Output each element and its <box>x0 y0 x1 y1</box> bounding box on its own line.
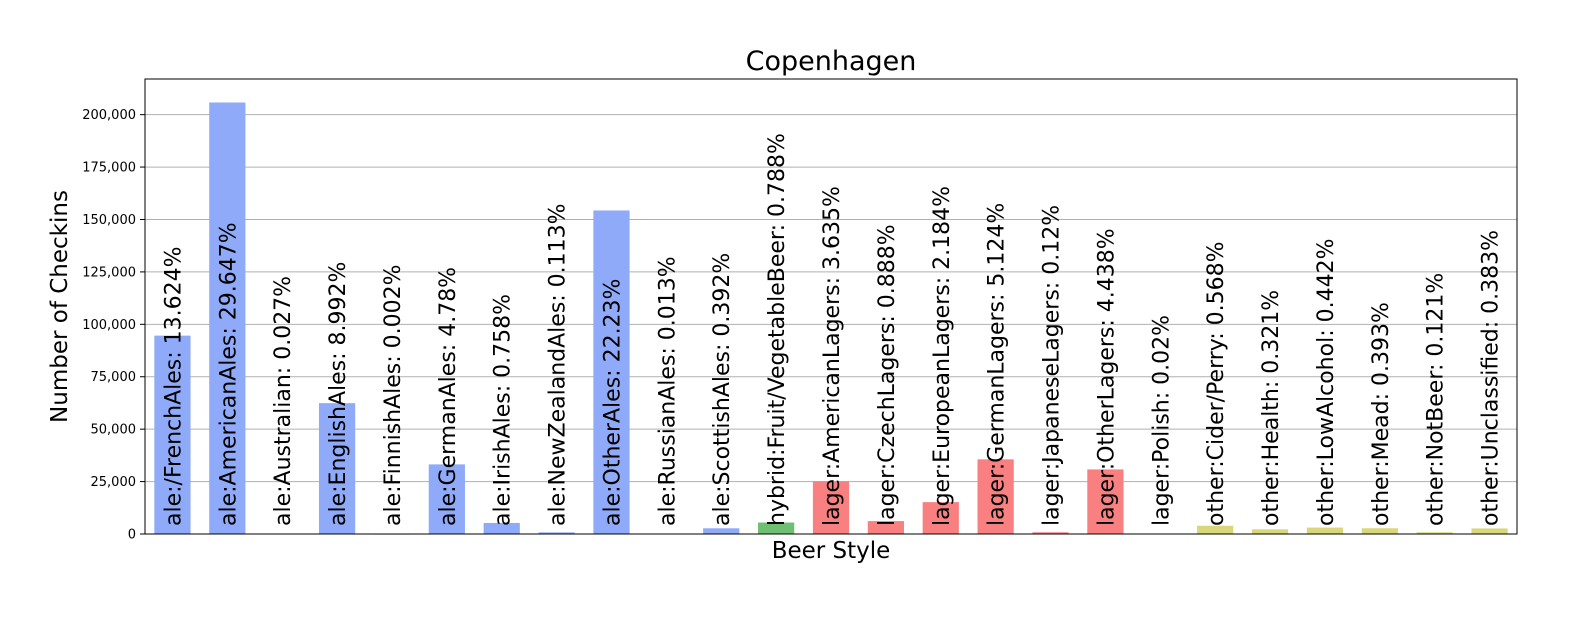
bar-label: ale:Australian: 0.027% <box>271 276 296 526</box>
bar-label: ale:GermanAles: 4.78% <box>436 267 461 526</box>
bar <box>1306 527 1344 534</box>
bar-label: other:Cider/Perry: 0.568% <box>1204 242 1229 527</box>
bar-label: ale:ScottishAles: 0.392% <box>710 253 735 526</box>
bar-label: ale:AmericanAles: 29.647% <box>216 222 241 526</box>
grid-lines <box>145 114 1517 483</box>
bar <box>1251 529 1289 534</box>
bar-label: lager:EuropeanLagers: 2.184% <box>930 186 955 526</box>
y-tick-label: 175,000 <box>82 161 136 176</box>
bar-label: lager:Polish: 0.02% <box>1149 315 1174 526</box>
bar-label: other:Unclassified: 0.383% <box>1479 230 1504 526</box>
bars <box>154 102 1508 535</box>
bar-label: ale:IrishAles: 0.758% <box>491 294 516 526</box>
bar <box>593 210 630 534</box>
y-tick-label: 75,000 <box>91 370 137 385</box>
bar <box>1197 525 1234 534</box>
y-tick-label: 25,000 <box>91 475 137 490</box>
bar-label: other:Health: 0.321% <box>1259 290 1284 526</box>
bar-label: other:NotBeer: 0.121% <box>1424 273 1449 526</box>
plot-frame <box>144 78 1518 535</box>
bar-label: lager:AmericanLagers: 3.635% <box>820 186 845 526</box>
chart-title: Copenhagen <box>746 46 917 77</box>
bar <box>922 502 959 534</box>
x-axis-label: Beer Style <box>772 538 891 564</box>
bar <box>318 403 356 534</box>
bar <box>1361 528 1398 534</box>
y-tick-label: 125,000 <box>82 265 136 280</box>
bar <box>483 522 520 534</box>
bar-label: ale:RussianAles: 0.013% <box>655 256 680 526</box>
y-tick-label: 150,000 <box>82 213 136 228</box>
y-tick-label: 0 <box>128 528 136 543</box>
bar <box>154 335 191 534</box>
bar-label: lager:OtherLagers: 4.438% <box>1094 228 1119 526</box>
bar <box>867 521 904 534</box>
bar-label: ale:/FrenchAles: 13.624% <box>161 246 186 526</box>
bar-label: ale:FinnishAles: 0.002% <box>381 264 406 526</box>
bar-label: other:Mead: 0.393% <box>1369 302 1394 526</box>
bar-label: lager:CzechLagers: 0.888% <box>875 224 900 526</box>
bar-label: lager:GermanLagers: 5.124% <box>985 203 1010 526</box>
bar-label: ale:EnglishAles: 8.992% <box>326 262 351 526</box>
bar-label: hybrid:Fruit/VegetableBeer: 0.788% <box>765 133 790 526</box>
bar <box>538 532 575 534</box>
bar <box>428 464 465 534</box>
y-axis-ticks: 0 25,000 50,000 75,000 100,000 125,000 150,000… <box>82 108 145 543</box>
bar-label: ale:OtherAles: 22.23% <box>600 279 625 526</box>
bar <box>703 528 740 534</box>
bar <box>812 481 850 534</box>
bar <box>1087 469 1124 534</box>
bar-label: other:LowAlcohol: 0.442% <box>1314 239 1339 526</box>
y-tick-label: 200,000 <box>82 108 136 123</box>
y-tick-label: 100,000 <box>82 318 136 333</box>
bar-label: lager:JapaneseLagers: 0.12% <box>1040 205 1065 526</box>
bar-labels: ale:/FrenchAles: 13.624% ale:AmericanAles… <box>161 133 1503 526</box>
bar <box>758 522 795 534</box>
bar <box>1032 532 1069 534</box>
bar <box>209 102 246 534</box>
bar-label: ale:NewZealandAles: 0.113% <box>546 203 571 526</box>
bar <box>1471 528 1508 534</box>
bar <box>977 459 1014 534</box>
y-tick-label: 50,000 <box>91 423 137 438</box>
y-axis-label: Number of Checkins <box>47 190 73 423</box>
bar <box>1416 532 1453 534</box>
